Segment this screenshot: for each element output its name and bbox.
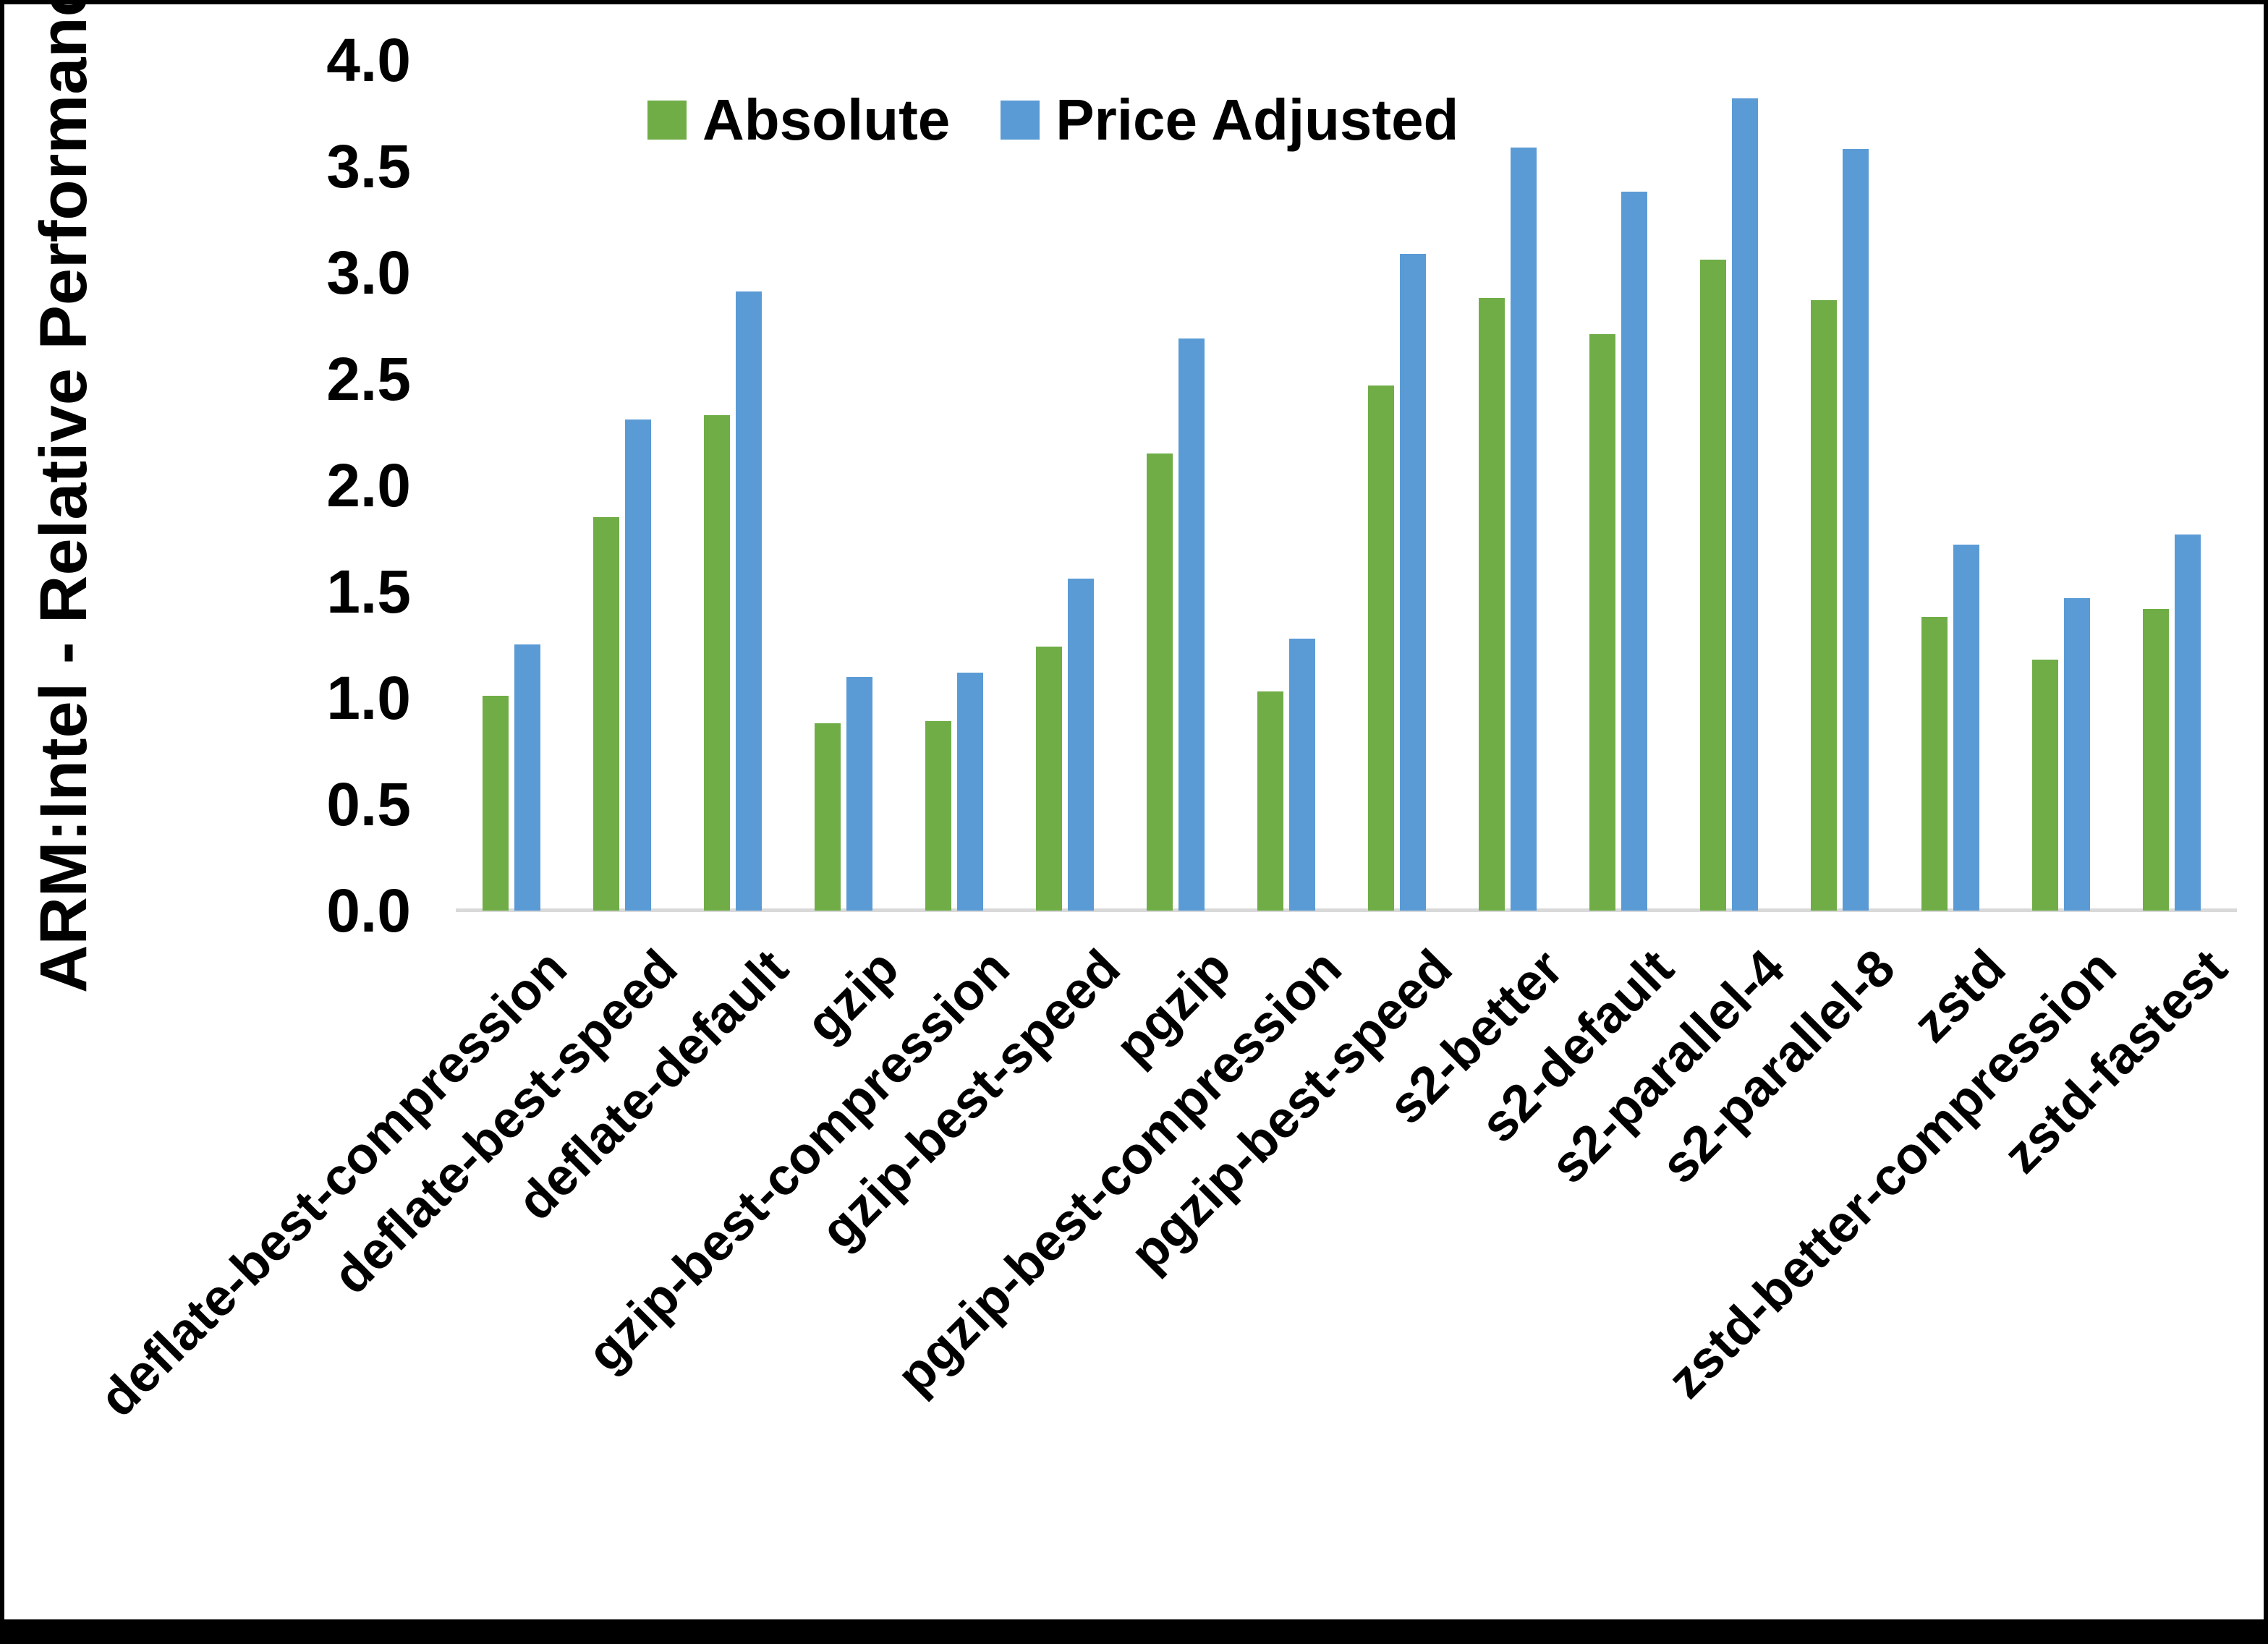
bar-absolute-gzip-best-speed (1036, 647, 1062, 911)
bar-absolute-s2-better (1479, 298, 1505, 911)
bar-price-adjusted-deflate-best-speed (625, 419, 651, 911)
legend-item-absolute: Absolute (647, 91, 950, 149)
bar-price-adjusted-zstd-fastest (2175, 534, 2201, 911)
bar-absolute-deflate-best-compression (483, 696, 509, 911)
y-tick-label-3.0: 3.0 (326, 239, 411, 307)
bar-price-adjusted-s2-parallel-8 (1843, 149, 1869, 911)
bar-price-adjusted-deflate-best-compression (514, 644, 540, 911)
bar-absolute-deflate-best-speed (593, 517, 619, 911)
bar-price-adjusted-gzip-best-speed (1068, 579, 1094, 911)
bar-absolute-pgzip-best-compression (1257, 691, 1283, 911)
bar-price-adjusted-pgzip-best-compression (1289, 639, 1315, 911)
bar-price-adjusted-gzip (846, 677, 872, 911)
legend-label-absolute: Absolute (702, 88, 951, 152)
bar-price-adjusted-gzip-best-compression (957, 673, 983, 911)
page-border-left (0, 0, 4, 1644)
bar-price-adjusted-zstd (1953, 545, 1979, 911)
bar-absolute-s2-parallel-8 (1811, 300, 1837, 911)
x-label-deflate-best-compression: deflate-best-compression (88, 939, 578, 1428)
bar-absolute-deflate-default (704, 415, 730, 911)
bar-absolute-zstd (1921, 617, 1948, 911)
bar-price-adjusted-pgzip-best-speed (1400, 254, 1426, 911)
legend-swatch-absolute (647, 101, 687, 140)
page-border-bottom (0, 1619, 2268, 1644)
bar-absolute-pgzip-best-speed (1368, 386, 1394, 911)
bar-absolute-pgzip (1147, 453, 1173, 911)
legend-label-price-adjusted: Price Adjusted (1056, 88, 1459, 152)
legend-item-price-adjusted: Price Adjusted (1001, 91, 1458, 149)
y-tick-label-1.5: 1.5 (326, 558, 411, 626)
bar-absolute-gzip-best-compression (925, 721, 951, 911)
bar-price-adjusted-deflate-default (736, 291, 762, 911)
y-tick-label-3.5: 3.5 (326, 132, 411, 200)
y-tick-label-4.0: 4.0 (326, 26, 411, 94)
bar-absolute-s2-default (1589, 334, 1615, 911)
legend: Absolute Price Adjusted (647, 91, 1458, 149)
bar-price-adjusted-pgzip (1178, 338, 1205, 911)
y-tick-label-2.0: 2.0 (326, 451, 411, 519)
bar-absolute-s2-parallel-4 (1700, 260, 1726, 911)
bar-absolute-zstd-fastest (2143, 609, 2169, 911)
bar-price-adjusted-zstd-better-compression (2064, 598, 2090, 911)
bar-price-adjusted-s2-parallel-4 (1732, 98, 1758, 911)
y-tick-label-0.0: 0.0 (326, 877, 411, 945)
y-axis-title: ARM:Intel - Relative Performance (27, 0, 101, 993)
y-tick-label-0.5: 0.5 (326, 770, 411, 838)
legend-swatch-price-adjusted (1001, 101, 1040, 140)
bar-price-adjusted-s2-better (1511, 148, 1537, 911)
bar-absolute-zstd-better-compression (2032, 660, 2058, 911)
y-tick-label-2.5: 2.5 (326, 345, 411, 413)
y-tick-label-1.0: 1.0 (326, 664, 411, 732)
page-border-top (0, 0, 2268, 4)
page-border-right (2264, 0, 2268, 1644)
bar-price-adjusted-s2-default (1621, 192, 1647, 911)
bar-absolute-gzip (815, 723, 841, 911)
x-axis-line (456, 908, 2237, 912)
